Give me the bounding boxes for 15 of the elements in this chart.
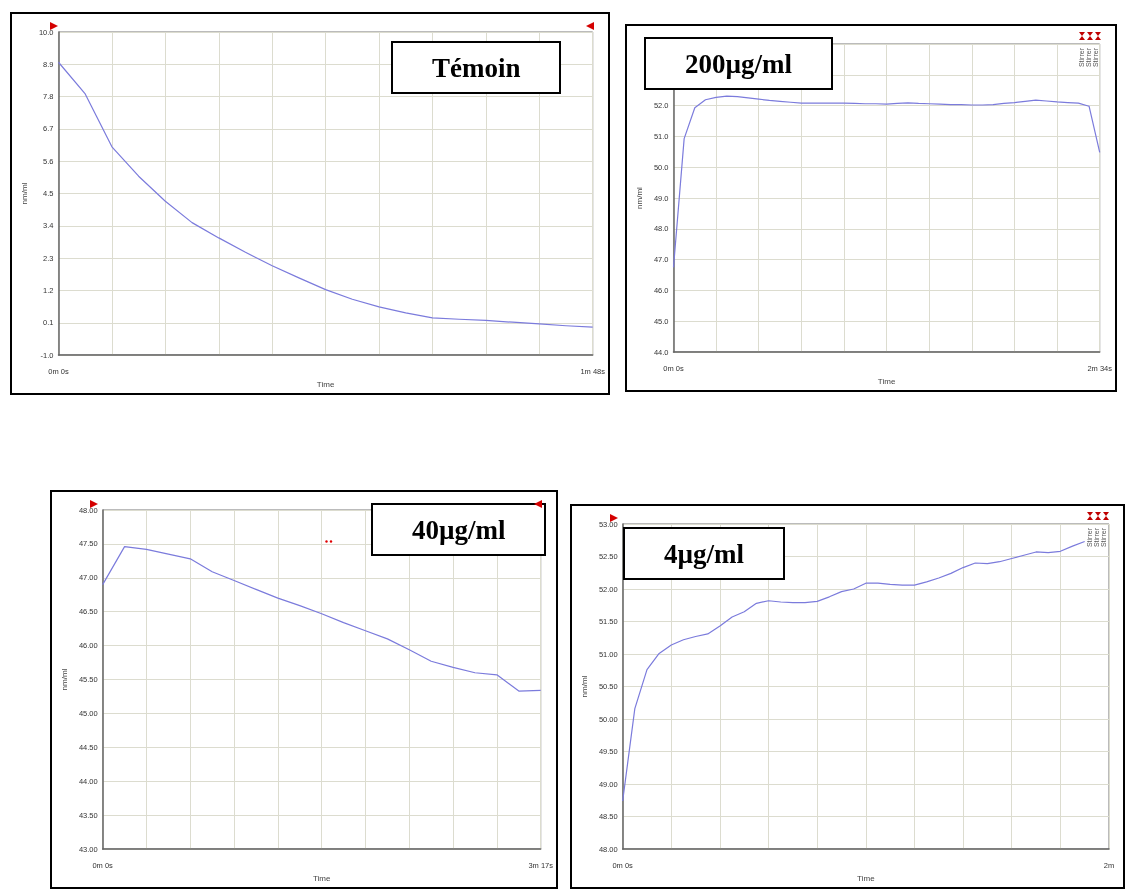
x-axis-title: Time (877, 376, 896, 386)
x-axis-title: Time (316, 379, 335, 389)
y-axis-title: nm/ml (19, 182, 29, 205)
y-axis-title: nm/ml (634, 186, 644, 209)
line-series (102, 546, 542, 692)
chart-title: 200µg/ml (685, 48, 793, 79)
text: 4µg/ml (664, 538, 745, 569)
line-series (622, 540, 1086, 802)
x-axis-title: Time (857, 873, 876, 883)
line-series (672, 95, 1101, 268)
chart-title: 40µg/ml (412, 514, 507, 545)
y-axis-title: nm/ml (59, 668, 69, 691)
x-axis-title: Time (312, 873, 331, 883)
y-axis-title: nm/ml (579, 675, 589, 698)
text: Témoin (432, 52, 521, 83)
